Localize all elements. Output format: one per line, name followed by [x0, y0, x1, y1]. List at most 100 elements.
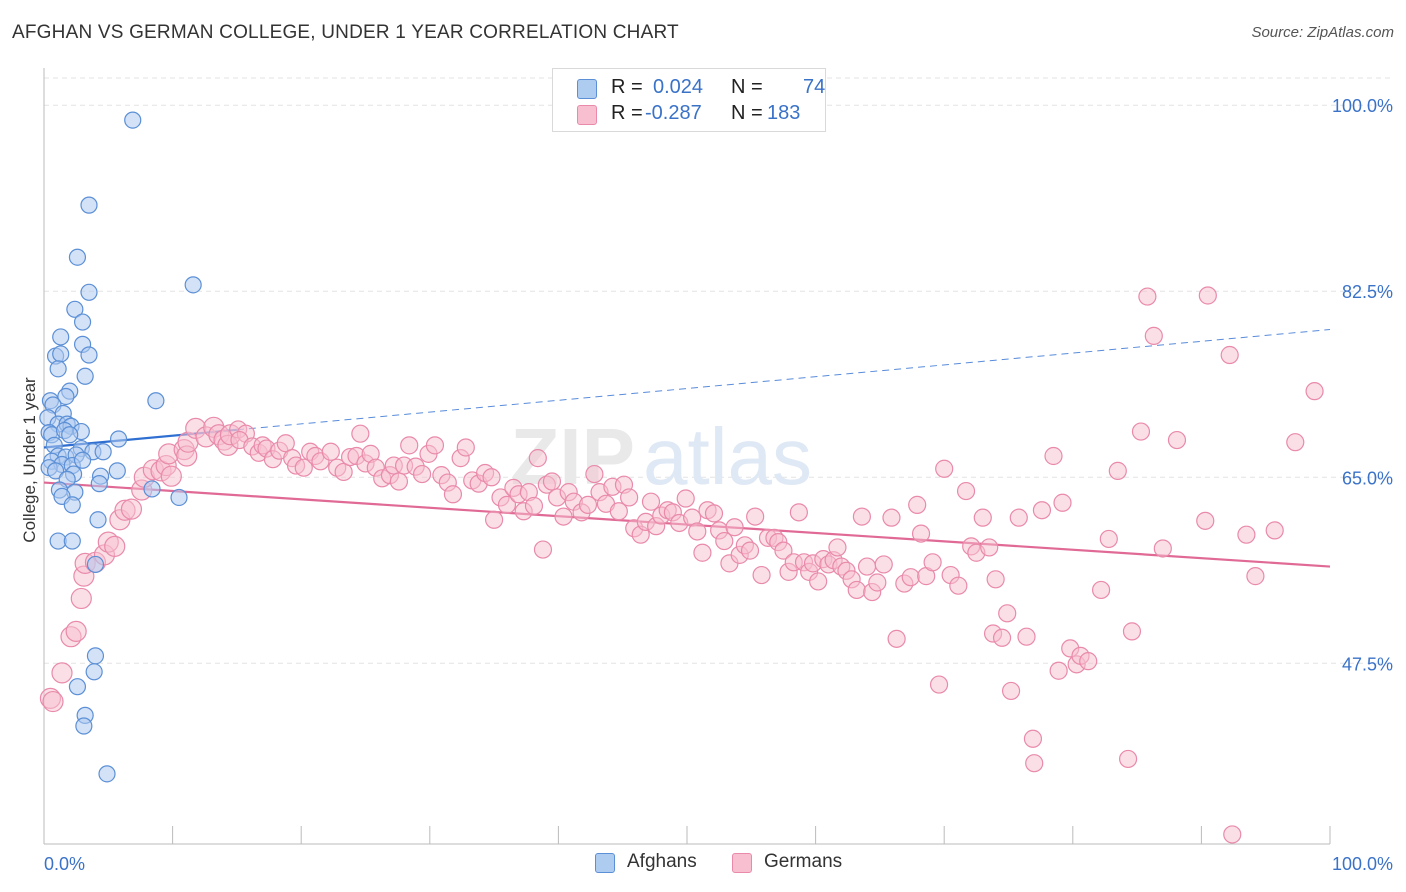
- stats-legend: R = 0.024 N = 74 R = -0.287 N = 183: [552, 68, 826, 132]
- german-point: [620, 488, 639, 507]
- afghan-point: [76, 367, 94, 385]
- afghan-point: [52, 328, 70, 346]
- german-point: [456, 438, 475, 457]
- german-point: [1237, 525, 1256, 544]
- german-point: [578, 495, 598, 514]
- german-point: [752, 565, 771, 585]
- german-point: [868, 573, 887, 592]
- y-tick-labels: 47.5% 65.0% 82.5% 100.0%: [1332, 96, 1393, 674]
- german-point: [992, 628, 1012, 647]
- german-point: [1246, 567, 1265, 586]
- afghan-point: [63, 496, 81, 514]
- german-point: [120, 498, 143, 520]
- afghan-point: [85, 663, 103, 681]
- afghan-point: [170, 488, 188, 507]
- german-point: [746, 507, 765, 526]
- german-point: [425, 436, 445, 455]
- german-point: [901, 568, 920, 587]
- german-point: [980, 538, 999, 557]
- german-point: [542, 472, 562, 491]
- german-point: [524, 496, 544, 516]
- german-point: [956, 481, 976, 501]
- german-point: [1091, 580, 1111, 600]
- german-point: [688, 522, 707, 541]
- german-point: [725, 518, 744, 537]
- german-point: [1198, 286, 1217, 305]
- german-point: [998, 604, 1017, 623]
- german-point: [641, 492, 661, 511]
- afghan-point: [94, 443, 112, 461]
- german-point: [294, 458, 313, 477]
- afghan-point: [108, 462, 126, 480]
- german-point: [554, 507, 573, 526]
- y-tick-label: 47.5%: [1342, 654, 1393, 674]
- german-point: [1079, 652, 1098, 671]
- german-point: [42, 690, 64, 713]
- german-point: [1286, 433, 1305, 452]
- afghan-point: [66, 300, 84, 318]
- german-point: [104, 535, 126, 557]
- afghan-point: [46, 462, 65, 480]
- german-point: [986, 570, 1005, 589]
- afghan-point: [86, 555, 105, 574]
- german-point: [1122, 622, 1142, 641]
- afghan-legend-swatch: [595, 853, 615, 873]
- afghan-point: [89, 511, 107, 529]
- afghan-point: [73, 451, 92, 469]
- afghan-point: [184, 276, 202, 294]
- german-point: [443, 485, 463, 504]
- german-point: [482, 468, 501, 487]
- n-label: N =: [731, 102, 763, 124]
- german-legend-label: Germans: [764, 851, 843, 872]
- afghan-point: [63, 532, 81, 550]
- german-point: [847, 580, 866, 600]
- german-point: [497, 495, 517, 514]
- german-point: [949, 576, 968, 595]
- n-value: 183: [767, 102, 801, 124]
- german-point: [1167, 430, 1187, 450]
- y-tick-label: 65.0%: [1342, 468, 1393, 488]
- afghan-point: [80, 283, 98, 301]
- german-point: [774, 541, 793, 560]
- german-point: [1144, 326, 1163, 345]
- german-point: [1223, 825, 1242, 844]
- german-point: [1305, 382, 1324, 401]
- german-point: [1108, 461, 1127, 480]
- german-point: [585, 464, 604, 484]
- afghan-point: [75, 717, 93, 735]
- german-point: [1220, 345, 1239, 365]
- afghan-point: [90, 475, 108, 493]
- german-point: [789, 503, 808, 522]
- afghan-point: [109, 430, 128, 448]
- german-point: [1265, 521, 1284, 540]
- grid-lines: [44, 77, 1393, 664]
- german-point: [485, 510, 504, 529]
- afghan-points: [39, 111, 202, 783]
- german-point: [908, 495, 927, 514]
- afghan-point: [80, 196, 98, 214]
- german-point: [929, 675, 949, 694]
- n-label: N =: [731, 76, 763, 98]
- german-point: [1001, 681, 1021, 701]
- german-point: [828, 538, 847, 557]
- afghan-point: [49, 360, 67, 378]
- n-value: 74: [803, 76, 826, 98]
- german-point: [809, 572, 828, 591]
- afghan-point: [86, 647, 105, 665]
- german-point: [1032, 501, 1052, 520]
- y-axis-label: College, Under 1 year: [20, 377, 39, 543]
- german-point: [65, 620, 87, 642]
- german-point: [160, 465, 182, 487]
- german-point: [704, 504, 724, 523]
- x-tick-label-0: 0.0%: [44, 854, 85, 874]
- afghan-point: [124, 111, 142, 129]
- german-point: [676, 489, 695, 508]
- y-tick-label: 82.5%: [1342, 282, 1393, 302]
- german-point: [609, 502, 628, 521]
- afghan-point: [68, 248, 87, 266]
- german-point: [887, 629, 906, 648]
- german-point: [351, 424, 370, 443]
- german-point: [923, 553, 942, 572]
- german-point: [1017, 627, 1036, 646]
